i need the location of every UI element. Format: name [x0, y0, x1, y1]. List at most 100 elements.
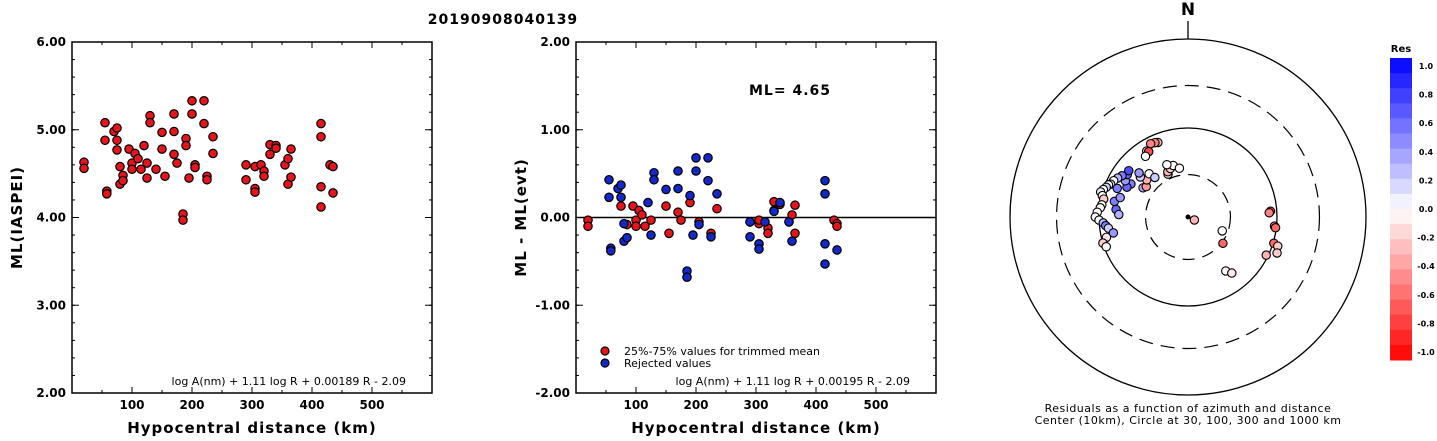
data-point — [316, 202, 326, 212]
data-point — [673, 183, 683, 194]
data-point — [691, 153, 701, 163]
colorbar-label: -0.4 — [1417, 262, 1435, 271]
station-residual-point — [1115, 192, 1125, 203]
data-point — [832, 245, 842, 255]
data-point — [790, 228, 800, 239]
data-point — [100, 135, 110, 146]
data-point — [187, 95, 197, 106]
data-point — [208, 131, 218, 142]
circle-30km — [1144, 173, 1232, 261]
data-point — [112, 123, 122, 133]
data-point — [133, 153, 143, 164]
data-point — [706, 232, 716, 242]
data-point — [676, 215, 686, 225]
data-point — [583, 221, 593, 232]
x-tick-label: 300 — [743, 398, 768, 412]
colorbar-label: 0.6 — [1419, 119, 1434, 128]
data-point — [820, 259, 830, 269]
data-point — [286, 172, 296, 182]
data-point — [115, 161, 125, 172]
data-point — [316, 131, 326, 142]
colorbar-band — [1390, 299, 1412, 316]
data-point — [79, 163, 89, 174]
colorbar-band — [1390, 284, 1412, 301]
x-tick-label: 200 — [683, 398, 708, 412]
y-axis-label: ML - ML(evt) — [512, 158, 530, 276]
colorbar-band — [1390, 178, 1412, 195]
data-point — [661, 201, 671, 211]
y-tick-label: 4.00 — [36, 211, 66, 225]
colorbar-band — [1390, 73, 1412, 89]
data-point — [118, 175, 128, 186]
data-point — [685, 190, 695, 201]
colorbar-label: -0.2 — [1417, 234, 1435, 243]
data-point — [616, 192, 626, 203]
data-point — [673, 207, 683, 218]
data-point — [703, 175, 713, 186]
colorbar-band — [1390, 239, 1412, 255]
x-tick-label: 200 — [179, 398, 204, 412]
colorbar-band — [1390, 344, 1412, 361]
data-point — [283, 153, 293, 164]
colorbar-label: 0.0 — [1419, 205, 1434, 214]
figure-title: 20190908040139 — [428, 12, 578, 28]
data-point — [820, 175, 830, 186]
colorbar-label: -0.6 — [1417, 291, 1435, 300]
data-point — [265, 149, 275, 160]
colorbar-label: -0.8 — [1417, 319, 1435, 328]
data-point — [832, 221, 842, 232]
station-residual-point — [1150, 172, 1160, 183]
y-tick-label: -1.00 — [535, 298, 570, 312]
data-point — [769, 206, 779, 217]
colorbar-band — [1390, 329, 1412, 346]
data-point — [622, 232, 632, 243]
data-point — [199, 95, 209, 106]
data-point — [136, 164, 146, 175]
data-point — [664, 228, 674, 239]
colorbar-label: 1.0 — [1419, 62, 1434, 71]
colorbar-label: 0.8 — [1419, 91, 1434, 100]
x-axis-label: Hypocentral distance (km) — [127, 419, 377, 437]
data-point — [605, 246, 616, 256]
data-point — [178, 215, 188, 225]
data-point — [661, 184, 671, 195]
colorbar-band — [1390, 103, 1412, 119]
x-tick-label: 300 — [239, 398, 264, 412]
legend-label: 25%-75% values for trimmed mean — [624, 345, 820, 358]
data-point — [102, 189, 112, 199]
data-point — [271, 143, 281, 153]
data-point — [184, 173, 194, 183]
colorbar-band — [1390, 314, 1412, 331]
station-residual-point — [1227, 268, 1237, 278]
data-point — [637, 210, 647, 220]
data-point — [169, 126, 179, 137]
y-tick-label: 2.00 — [540, 35, 570, 49]
caption-line-2: Center (10km), Circle at 30, 100, 300 an… — [1035, 414, 1342, 427]
colorbar-band — [1390, 254, 1412, 270]
data-point — [151, 164, 161, 175]
station-residual-point — [1112, 183, 1123, 194]
data-point — [604, 174, 614, 185]
data-point — [643, 197, 653, 208]
circle-300km — [1055, 84, 1321, 350]
north-label: N — [1181, 0, 1195, 20]
data-point — [640, 221, 650, 232]
y-tick-label: 0.00 — [540, 211, 570, 225]
data-point — [112, 145, 122, 155]
legend-marker — [600, 346, 610, 356]
data-point — [250, 187, 260, 197]
station-residual-point — [1272, 248, 1282, 258]
data-point — [190, 162, 200, 173]
data-point — [820, 239, 830, 249]
x-tick-label: 400 — [803, 398, 828, 412]
data-point — [745, 217, 755, 227]
station-residual-point — [1123, 165, 1134, 176]
data-point — [199, 118, 209, 129]
formula-label: log A(nm) + 1.11 log R + 0.00195 R - 2.0… — [676, 375, 910, 388]
center-dot — [1185, 214, 1191, 220]
azimuth-residual-polar-plot: N Residuals as a function of azimuth and … — [1009, 0, 1367, 427]
data-point — [754, 244, 764, 254]
data-point — [328, 161, 338, 172]
x-tick-label: 500 — [863, 398, 888, 412]
